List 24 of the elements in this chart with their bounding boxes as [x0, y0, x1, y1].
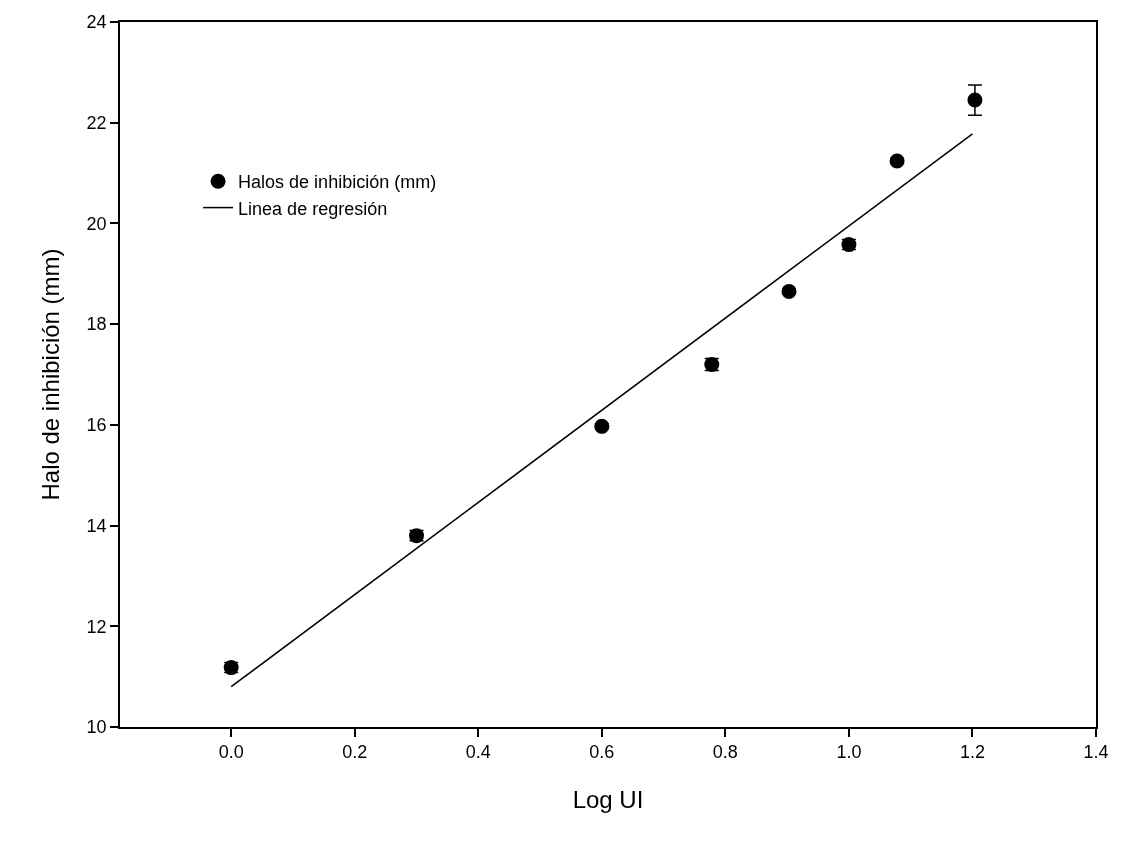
x-tick-label: 1.0 — [836, 742, 862, 763]
y-tick-label: 12 — [86, 616, 107, 637]
legend-label: Linea de regresión — [238, 198, 388, 219]
y-tick-label: 22 — [86, 113, 107, 134]
point — [594, 418, 610, 434]
y-tick-label: 20 — [86, 213, 107, 234]
point — [889, 153, 905, 169]
x-tick-label: 1.2 — [959, 742, 985, 763]
y-tick-label: 16 — [86, 415, 107, 436]
y-tick-label: 10 — [86, 717, 107, 738]
x-tick-label: 1.4 — [1083, 742, 1109, 763]
x-axis-title: Log UI — [572, 786, 644, 814]
legend-label: Halos de inhibición (mm) — [238, 172, 437, 193]
y-tick-label: 24 — [86, 12, 107, 33]
y-axis-title: Halo de inhibición (mm) — [37, 248, 65, 501]
x-tick-label: 0.2 — [342, 742, 368, 763]
x-tick-label: 0.0 — [218, 742, 244, 763]
point — [781, 283, 797, 299]
x-tick-label: 0.6 — [589, 742, 615, 763]
x-tick-label: 0.8 — [712, 742, 738, 763]
y-tick-label: 14 — [86, 515, 107, 536]
x-tick-label: 0.4 — [465, 742, 491, 763]
y-tick-label: 18 — [86, 314, 107, 335]
point — [967, 92, 983, 108]
